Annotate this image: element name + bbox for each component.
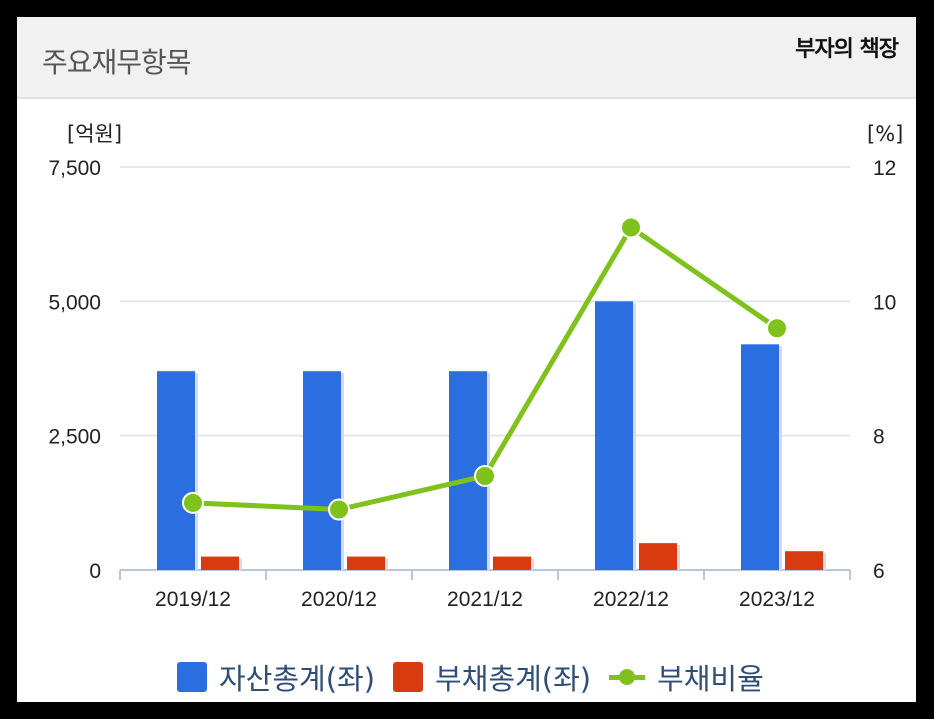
- point-debt-ratio: [766, 317, 788, 340]
- bar-assets: [157, 371, 195, 570]
- card-header: 주요재무항목 부자의 책장: [17, 17, 916, 99]
- y-tick-right: 6: [873, 560, 885, 583]
- legend-item-debt-ratio[interactable]: 부채비율: [609, 656, 764, 698]
- y-tick-left: 0: [89, 560, 101, 583]
- point-debt-ratio: [328, 498, 350, 521]
- y-tick-left: 5,000: [48, 291, 101, 314]
- brand-label: 부자의 책장: [795, 37, 899, 62]
- legend-swatch-assets: [177, 662, 207, 692]
- x-tick-label: 2021/12: [447, 588, 523, 611]
- legend-label-debt-ratio: 부채비율: [657, 662, 764, 696]
- combo-chart: 0 2,500 5,000 7,500 6 8 10 12 [억원] [%] 2019/12 2020…: [48, 122, 903, 611]
- legend-swatch-debt-ratio: [609, 662, 646, 692]
- y-tick-right: 12: [873, 157, 896, 180]
- bar-liabilities: [493, 556, 531, 570]
- chart-legend: 자산총계(좌) 부채총계(좌) 부채비율: [177, 657, 782, 697]
- legend-label-assets: 자산총계(좌): [219, 662, 376, 696]
- financial-items-card: 주요재무항목 부자의 책장 0 2,500 5,000 7,500 6 8 10 12 [억원]…: [17, 17, 916, 702]
- bar-liabilities: [639, 543, 677, 570]
- y-tick-left: 2,500: [48, 426, 101, 449]
- legend-item-assets[interactable]: 자산총계(좌): [177, 656, 375, 698]
- x-tick-label: 2020/12: [301, 588, 377, 611]
- point-debt-ratio: [182, 491, 204, 514]
- y-axis-label-left: [억원]: [67, 122, 122, 146]
- bar-liabilities: [201, 556, 239, 570]
- y-axis-label-right: [%]: [867, 122, 903, 146]
- x-tick-label: 2022/12: [593, 588, 669, 611]
- x-tick-label: 2023/12: [739, 588, 815, 611]
- card-title: 주요재무항목: [42, 46, 192, 79]
- bar-liabilities: [347, 556, 385, 570]
- point-debt-ratio: [474, 464, 496, 487]
- bar-liabilities: [785, 551, 823, 570]
- y-tick-right: 10: [873, 291, 896, 314]
- legend-swatch-liabilities: [393, 662, 424, 692]
- bar-assets: [595, 301, 633, 570]
- y-tick-left: 7,500: [48, 157, 101, 180]
- x-tick-label: 2019/12: [155, 588, 231, 611]
- y-tick-right: 8: [873, 426, 885, 449]
- point-debt-ratio: [620, 216, 642, 239]
- bar-assets: [741, 344, 779, 570]
- bar-assets: [303, 371, 341, 570]
- legend-item-liabilities[interactable]: 부채총계(좌): [393, 656, 591, 698]
- legend-label-liabilities: 부채총계(좌): [435, 662, 592, 696]
